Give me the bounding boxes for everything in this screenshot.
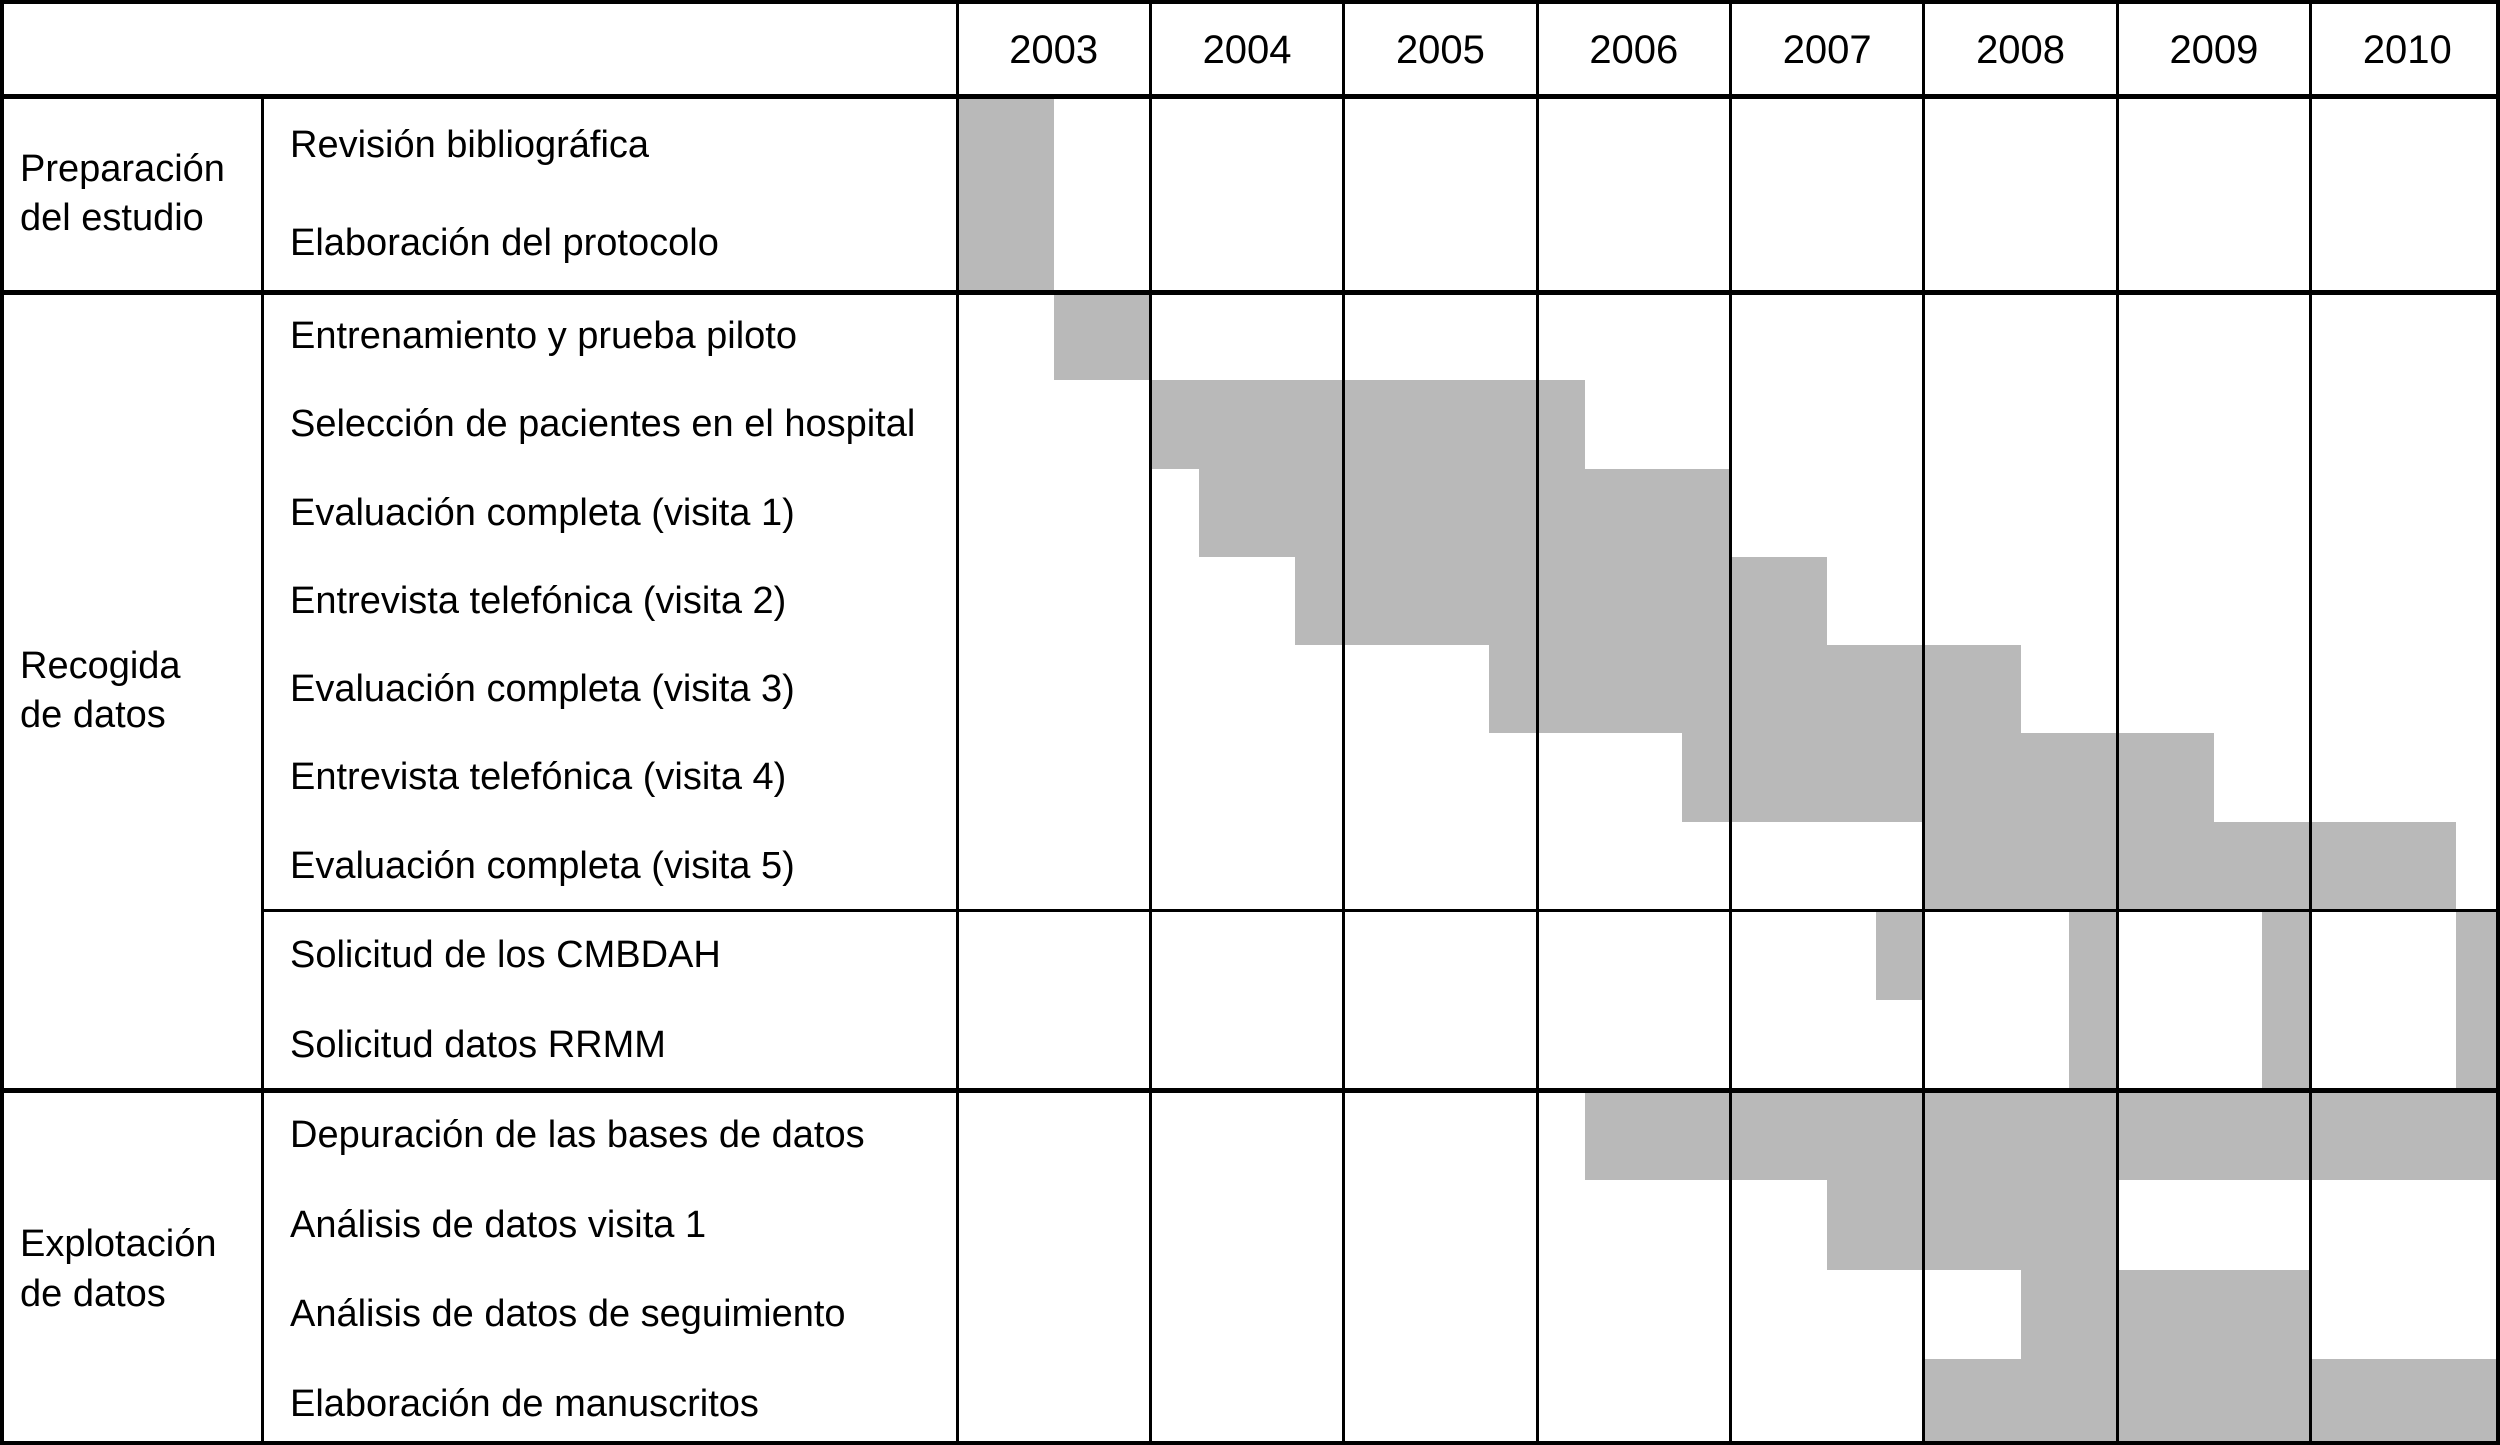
task-label: Entrevista telefónica (visita 2) [290,579,787,622]
sub-section-divider-line [262,908,2496,912]
year-column-divider [1342,4,1346,1441]
year-header-2009: 2009 [2169,27,2259,72]
gantt-bar [2262,910,2311,1000]
gantt-bar [1295,557,1828,645]
year-header-2006: 2006 [1589,27,1679,72]
task-label: Evaluación completa (visita 1) [290,491,795,534]
task-label: Evaluación completa (visita 5) [290,844,795,887]
task-label: Solicitud de los CMBDAH [290,933,721,976]
gantt-bar [1488,645,2021,733]
gantt-bar [957,96,1054,194]
year-column-divider [1922,4,1926,1441]
year-header-2007: 2007 [1782,27,1872,72]
year-header-2004: 2004 [1202,27,1292,72]
gantt-bar [1198,469,1731,557]
task-label: Revisión bibliográfica [290,123,650,166]
gantt-bar [1053,292,1151,380]
section-divider-line [4,1087,2496,1093]
gantt-bar [1923,1359,2496,1441]
gantt-bar [1923,822,2456,910]
task-label: Selección de pacientes en el hospital [290,403,916,445]
gantt-bar [2455,1000,2496,1090]
gantt-bar [2020,1270,2311,1359]
section-divider-line [4,93,2496,99]
task-label: Evaluación completa (visita 3) [290,667,795,710]
task-label: Análisis de datos de seguimiento [290,1293,846,1335]
year-header-2010: 2010 [2362,27,2452,72]
group-label-0: Preparación del estudio [20,147,225,239]
year-header-2008: 2008 [1976,27,2066,72]
task-label: Elaboración del protocolo [290,221,719,264]
gantt-bar [2262,1000,2311,1090]
year-column-divider [1148,4,1152,1441]
task-label: Análisis de datos visita 1 [290,1203,707,1246]
year-header-2005: 2005 [1395,27,1485,72]
gantt-bar [2068,1000,2118,1090]
gantt-bar [2068,910,2118,1000]
year-column-divider [2309,4,2313,1441]
year-header-2003: 2003 [1009,27,1099,72]
task-label: Entrevista telefónica (visita 4) [290,756,787,798]
year-column-divider [1729,4,1732,1441]
task-label: Solicitud datos RRMM [290,1023,666,1066]
section-divider-line [4,289,2496,295]
gantt-bar [1827,1180,2118,1270]
gantt-bar [1875,910,1924,1000]
year-column-divider [1535,4,1539,1441]
group-task-column-divider [260,96,264,1441]
gantt-bar [1150,380,1586,469]
gantt-bar [2455,910,2496,1000]
group-label-1: Recogida de datos [20,644,181,736]
task-label: Entrenamiento y prueba piloto [290,314,797,357]
task-label: Depuración de las bases de datos [290,1113,865,1156]
gantt-bar [1585,1090,2496,1180]
task-label: Elaboración de manuscritos [290,1382,759,1425]
group-label-2: Explotación de datos [20,1223,217,1315]
year-column-divider [2115,4,2119,1441]
gantt-bar [1682,733,2214,822]
gantt-bar [957,194,1054,292]
year-column-divider [955,4,959,1441]
